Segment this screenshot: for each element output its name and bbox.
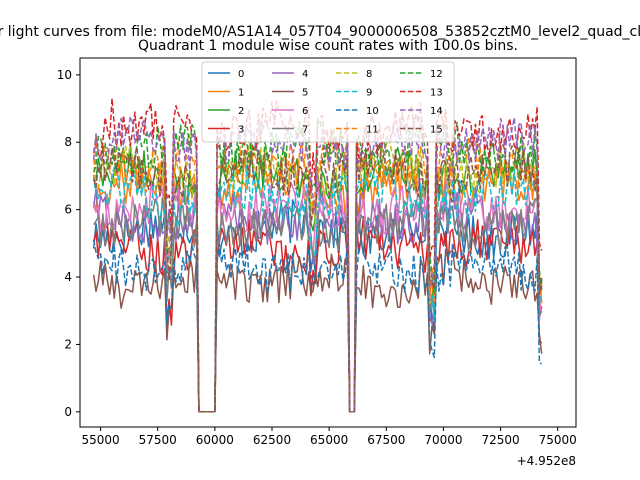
x-tick-label: 72500 — [481, 433, 519, 447]
chart-title: Quadrant 1 module wise count rates with … — [138, 38, 518, 54]
series-line-14 — [92, 115, 543, 413]
y-tick-label: 0 — [64, 405, 72, 419]
x-tick-label: 62500 — [253, 433, 291, 447]
x-tick-label: 67500 — [367, 433, 405, 447]
y-tick-label: 10 — [57, 68, 72, 82]
legend-label: 15 — [430, 125, 443, 136]
legend-label: 0 — [238, 69, 244, 80]
series-line-10 — [92, 238, 543, 413]
x-tick-label: 65000 — [310, 433, 348, 447]
x-offset-label: +4.952e8 — [517, 454, 576, 468]
legend-label: 13 — [430, 88, 443, 99]
y-tick-label: 2 — [64, 337, 72, 351]
legend-label: 11 — [366, 125, 379, 136]
legend-label: 4 — [302, 69, 308, 80]
plot-frame — [79, 57, 577, 428]
legend-label: 6 — [302, 106, 308, 117]
legend-label: 12 — [430, 69, 443, 80]
legend-label: 7 — [302, 125, 308, 136]
x-tick-label: 70000 — [424, 433, 462, 447]
x-tick-label: 55000 — [81, 433, 119, 447]
x-tick-label: 60000 — [196, 433, 234, 447]
figure-suptitle: Plots for light curves from file: modeM0… — [0, 24, 640, 40]
legend-label: 9 — [366, 88, 372, 99]
x-axis: 55000 57500 60000 62500 65000 67500 70000 72500… — [81, 427, 577, 447]
y-axis: 0 2 4 6 8 10 — [57, 68, 80, 419]
legend-box — [201, 61, 455, 143]
legend-label: 5 — [302, 88, 308, 99]
legend-label: 2 — [238, 106, 244, 117]
series-line-5 — [92, 249, 543, 413]
legend-label: 3 — [238, 125, 244, 136]
y-tick-label: 4 — [64, 270, 72, 284]
series-line-15 — [92, 142, 543, 413]
legend-label: 10 — [366, 106, 379, 117]
legend-label: 1 — [238, 88, 244, 99]
y-tick-label: 6 — [64, 203, 72, 217]
series-line-11 — [92, 131, 543, 413]
x-tick-label: 75000 — [539, 433, 577, 447]
legend-label: 14 — [430, 106, 443, 117]
legend-label: 8 — [366, 69, 372, 80]
y-tick-label: 8 — [64, 135, 72, 149]
x-tick-label: 57500 — [139, 433, 177, 447]
series-line-8 — [92, 138, 543, 413]
